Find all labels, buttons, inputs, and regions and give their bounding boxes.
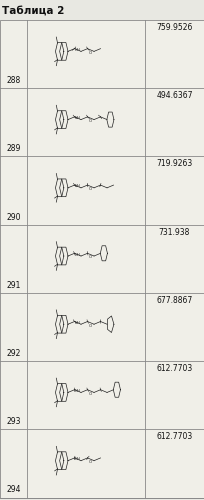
Bar (145, 361, 204, 430)
Text: 719.9263: 719.9263 (156, 160, 193, 168)
Text: 677.8867: 677.8867 (156, 296, 193, 305)
Bar (0, 224, 27, 293)
Text: O: O (89, 256, 92, 260)
Text: 612.7703: 612.7703 (156, 364, 193, 373)
Bar (145, 430, 204, 498)
Text: O: O (89, 50, 92, 54)
Text: NH: NH (75, 389, 81, 393)
Bar (0, 20, 27, 88)
Text: O: O (89, 119, 92, 123)
Text: 293: 293 (6, 418, 21, 426)
Bar (27, 361, 145, 430)
Text: 612.7703: 612.7703 (156, 432, 193, 442)
Text: 292: 292 (6, 349, 20, 358)
Bar (0, 156, 27, 224)
Bar (27, 224, 145, 293)
Text: 289: 289 (6, 144, 20, 154)
Text: O: O (89, 187, 92, 191)
Bar (0, 88, 27, 156)
Bar (145, 224, 204, 293)
Text: NH: NH (75, 116, 81, 120)
Text: NH: NH (75, 48, 81, 52)
Text: 494.6367: 494.6367 (156, 91, 193, 100)
Bar (27, 88, 145, 156)
Bar (0, 293, 27, 361)
Text: NH: NH (75, 184, 81, 188)
Bar (27, 156, 145, 224)
Bar (0, 430, 27, 498)
Text: NH: NH (75, 252, 81, 256)
Text: NH: NH (75, 458, 81, 462)
Bar (145, 156, 204, 224)
Bar (145, 20, 204, 88)
Text: O: O (89, 460, 92, 464)
Bar (145, 88, 204, 156)
Text: 759.9526: 759.9526 (156, 23, 193, 32)
Text: 290: 290 (6, 212, 21, 222)
Bar (27, 293, 145, 361)
Text: O: O (89, 392, 92, 396)
Text: NH: NH (75, 321, 81, 325)
Text: 291: 291 (6, 281, 20, 290)
Text: O: O (89, 324, 92, 328)
Bar (27, 20, 145, 88)
Text: 731.938: 731.938 (159, 228, 190, 236)
Text: Таблица 2: Таблица 2 (2, 6, 64, 16)
Text: 288: 288 (6, 76, 20, 85)
Bar (27, 430, 145, 498)
Text: 294: 294 (6, 486, 21, 494)
Bar (145, 293, 204, 361)
Bar (0, 361, 27, 430)
